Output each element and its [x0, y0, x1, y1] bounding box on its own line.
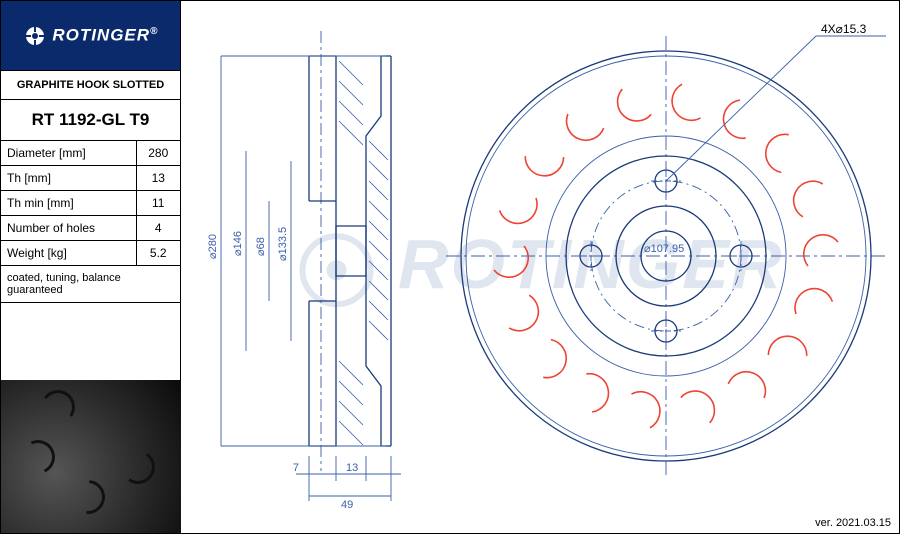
hole-callout: 4X⌀15.3	[821, 22, 867, 36]
spec-table: Diameter [mm]280 Th [mm]13 Th min [mm]11…	[1, 141, 180, 266]
table-row: Th [mm]13	[1, 166, 180, 191]
dim-7: 7	[293, 462, 299, 474]
dim-d146: ⌀146	[232, 231, 244, 256]
spec-value: 280	[136, 141, 180, 166]
version-label: ver. 2021.03.15	[815, 517, 891, 529]
product-photo	[1, 380, 181, 534]
spec-label: Number of holes	[1, 216, 136, 241]
page-root: ROTINGER® GRAPHITE HOOK SLOTTED RT 1192-…	[0, 0, 900, 534]
section-view: ⌀146 ⌀68 ⌀133.5 ⌀280 7 13 49	[191, 1, 451, 534]
dim-13: 13	[346, 462, 358, 474]
dim-bolt-circle: ⌀107.95	[644, 243, 684, 255]
drawing-area: ROTINGER	[181, 1, 899, 533]
dim-49: 49	[341, 499, 353, 511]
part-number: RT 1192-GL T9	[1, 100, 180, 141]
table-row: Weight [kg]5.2	[1, 241, 180, 266]
spec-value: 4	[136, 216, 180, 241]
table-row: Th min [mm]11	[1, 191, 180, 216]
table-row: Diameter [mm]280	[1, 141, 180, 166]
logo-icon	[23, 24, 47, 48]
spec-value: 13	[136, 166, 180, 191]
spec-label: Th min [mm]	[1, 191, 136, 216]
face-view: ⌀107.95 4X⌀15.3	[441, 1, 900, 534]
table-row: Number of holes4	[1, 216, 180, 241]
spec-label: Th [mm]	[1, 166, 136, 191]
brand-name: ROTINGER®	[23, 24, 159, 48]
dim-d280: ⌀280	[207, 234, 219, 259]
spec-label: Diameter [mm]	[1, 141, 136, 166]
product-subtitle: GRAPHITE HOOK SLOTTED	[1, 71, 180, 100]
dim-d68: ⌀68	[255, 237, 267, 256]
spec-label: Weight [kg]	[1, 241, 136, 266]
brand-logo: ROTINGER®	[1, 1, 180, 71]
dim-d133: ⌀133.5	[277, 227, 289, 261]
spec-note: coated, tuning, balance guaranteed	[1, 266, 180, 303]
spec-value: 11	[136, 191, 180, 216]
spec-value: 5.2	[136, 241, 180, 266]
sidebar: ROTINGER® GRAPHITE HOOK SLOTTED RT 1192-…	[1, 1, 181, 534]
